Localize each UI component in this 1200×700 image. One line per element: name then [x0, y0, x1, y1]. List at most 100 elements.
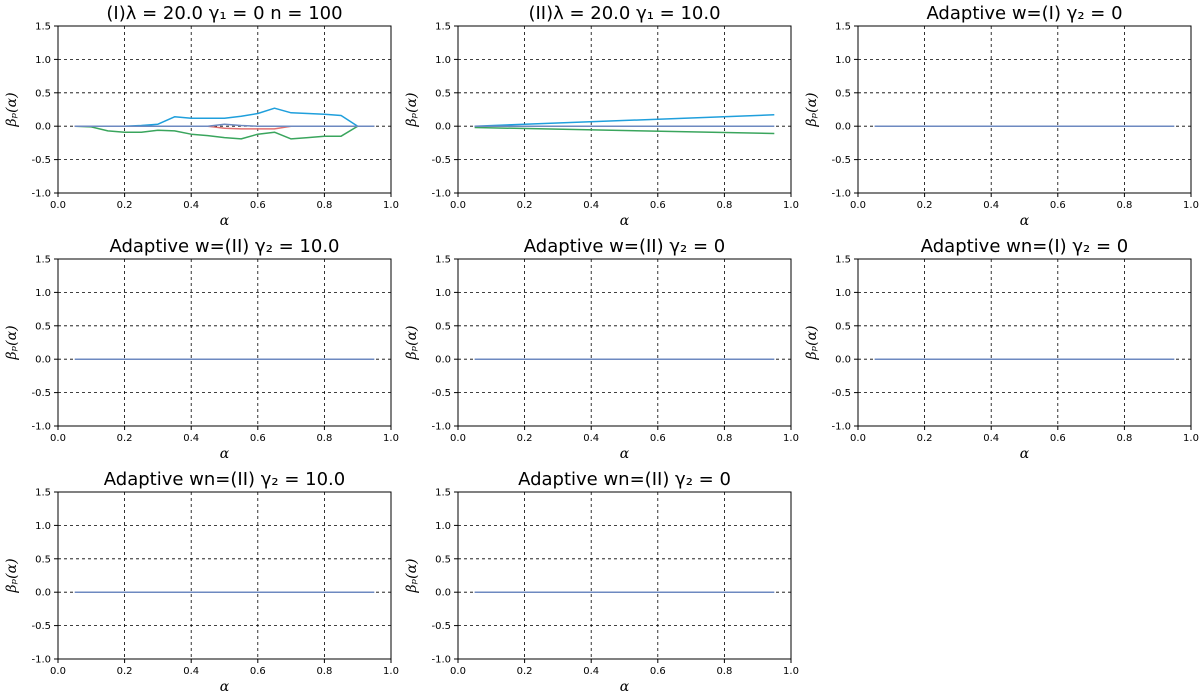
x-tick-label: 0.6	[250, 433, 266, 444]
plot-frame	[57, 25, 392, 194]
subplot-7: Adaptive wn=(II) γ₂ = 10.0 0.0 0.2 0.4 0.6 0.…	[4, 469, 399, 695]
plot-frame	[57, 491, 392, 660]
x-tick-label: 0.0	[850, 200, 866, 211]
x-tick-label: 0.4	[183, 666, 199, 677]
y-tick-label: 1.5	[35, 488, 51, 499]
x-tick-label: 0.2	[517, 200, 533, 211]
y-axis-label: βₚ(α)	[804, 325, 820, 360]
subplot-8: Adaptive wn=(II) γ₂ = 0 0.0 0.2 0.4 0.6 0.8 1.…	[404, 469, 799, 695]
y-tick-label: -1.0	[831, 189, 851, 200]
gridlines	[458, 26, 791, 193]
plot-frame	[457, 25, 792, 194]
x-tick-label: 0.2	[117, 200, 133, 211]
y-tick-label: 0.5	[835, 88, 851, 99]
subplot-title: (II)λ = 20.0 γ₁ = 10.0	[528, 3, 720, 24]
y-tick-label: 1.0	[435, 288, 451, 299]
subplot-1: (I)λ = 20.0 γ₁ = 0 n = 100 0.0 0.2 0.4 0.6 0.…	[4, 3, 399, 229]
x-axis-label: α	[620, 213, 630, 229]
x-tick-label: 0.4	[183, 200, 199, 211]
x-axis-label: α	[220, 446, 230, 462]
x-tick-label: 1.0	[783, 666, 799, 677]
y-axis-label: βₚ(α)	[4, 558, 20, 593]
plot-frame	[57, 258, 392, 427]
y-tick-label: 1.5	[35, 22, 51, 33]
subplot-title: (I)λ = 20.0 γ₁ = 0 n = 100	[106, 3, 342, 24]
y-tick-label: -1.0	[431, 655, 451, 666]
y-axis-label: βₚ(α)	[404, 92, 420, 127]
y-tick-label: 0.5	[35, 321, 51, 332]
y-tick-label: 0.0	[35, 122, 51, 133]
y-tick-label: 0.5	[35, 88, 51, 99]
x-tick-label: 0.6	[1050, 200, 1066, 211]
x-tick-label: 0.2	[517, 433, 533, 444]
x-tick-label: 0.4	[983, 433, 999, 444]
x-tick-label: 0.6	[650, 433, 666, 444]
subplot-title: Adaptive w=(II) γ₂ = 10.0	[109, 236, 339, 257]
gridlines	[858, 259, 1191, 426]
x-tick-label: 0.0	[450, 666, 466, 677]
subplot-title: Adaptive wn=(II) γ₂ = 0	[518, 469, 731, 490]
y-tick-label: 1.0	[35, 521, 51, 532]
series-line-green	[474, 126, 775, 135]
x-tick-label: 0.0	[450, 200, 466, 211]
x-tick-label: 0.8	[716, 200, 732, 211]
subplot-5: Adaptive w=(II) γ₂ = 0 0.0 0.2 0.4 0.6 0.8 1.0…	[404, 236, 799, 462]
subplot-4: Adaptive w=(II) γ₂ = 10.0 0.0 0.2 0.4 0.6 0.8…	[4, 236, 399, 462]
y-tick-label: 0.5	[35, 554, 51, 565]
series-line-green	[74, 125, 375, 140]
subplot-2: (II)λ = 20.0 γ₁ = 10.0 0.0 0.2 0.4 0.6 0.8 1.0…	[404, 3, 799, 229]
y-tick-label: -0.5	[431, 388, 451, 399]
x-tick-label: 0.0	[450, 433, 466, 444]
subplot-title: Adaptive wn=(II) γ₂ = 10.0	[104, 469, 345, 490]
x-tick-label: 1.0	[1183, 200, 1199, 211]
y-tick-label: -0.5	[431, 155, 451, 166]
x-tick-label: 0.6	[1050, 433, 1066, 444]
subplot-title: Adaptive w=(II) γ₂ = 0	[524, 236, 725, 257]
y-tick-label: 1.0	[35, 288, 51, 299]
x-tick-label: 0.4	[183, 433, 199, 444]
y-tick-label: 0.5	[435, 321, 451, 332]
gridlines	[458, 492, 791, 659]
x-tick-label: 0.4	[583, 200, 599, 211]
x-axis-label: α	[620, 446, 630, 462]
y-axis-label: βₚ(α)	[4, 92, 20, 127]
y-tick-label: 0.5	[435, 88, 451, 99]
gridlines	[58, 26, 391, 193]
x-tick-label: 0.6	[250, 666, 266, 677]
x-tick-label: 0.2	[117, 433, 133, 444]
x-tick-label: 0.2	[917, 200, 933, 211]
y-tick-label: 1.0	[835, 55, 851, 66]
x-tick-label: 0.8	[1116, 433, 1132, 444]
y-axis-label: βₚ(α)	[404, 558, 420, 593]
x-tick-label: 0.4	[983, 200, 999, 211]
subplot-title: Adaptive wn=(I) γ₂ = 0	[921, 236, 1129, 257]
x-tick-label: 1.0	[783, 200, 799, 211]
plot-frame	[857, 25, 1192, 194]
y-tick-label: 0.5	[435, 554, 451, 565]
y-tick-label: 1.0	[835, 288, 851, 299]
x-axis-label: α	[620, 679, 630, 695]
x-tick-label: 0.6	[650, 200, 666, 211]
y-tick-label: -0.5	[431, 621, 451, 632]
y-tick-label: -1.0	[31, 655, 51, 666]
x-tick-label: 1.0	[1183, 433, 1199, 444]
x-axis-label: α	[1020, 446, 1030, 462]
y-tick-label: 0.0	[435, 588, 451, 599]
y-tick-label: 0.0	[435, 122, 451, 133]
y-tick-label: -1.0	[431, 189, 451, 200]
x-tick-label: 0.8	[316, 433, 332, 444]
x-tick-label: 0.0	[50, 666, 66, 677]
x-tick-label: 0.2	[917, 433, 933, 444]
y-tick-label: -0.5	[31, 388, 51, 399]
x-axis-label: α	[220, 213, 230, 229]
gridlines	[458, 259, 791, 426]
y-tick-label: 1.5	[435, 488, 451, 499]
y-tick-label: -0.5	[31, 621, 51, 632]
x-tick-label: 1.0	[783, 433, 799, 444]
y-tick-label: 0.0	[35, 355, 51, 366]
y-tick-label: 1.0	[435, 55, 451, 66]
y-tick-label: 0.0	[835, 122, 851, 133]
x-tick-label: 0.8	[1116, 200, 1132, 211]
y-tick-label: -0.5	[831, 155, 851, 166]
y-tick-label: 0.0	[435, 355, 451, 366]
